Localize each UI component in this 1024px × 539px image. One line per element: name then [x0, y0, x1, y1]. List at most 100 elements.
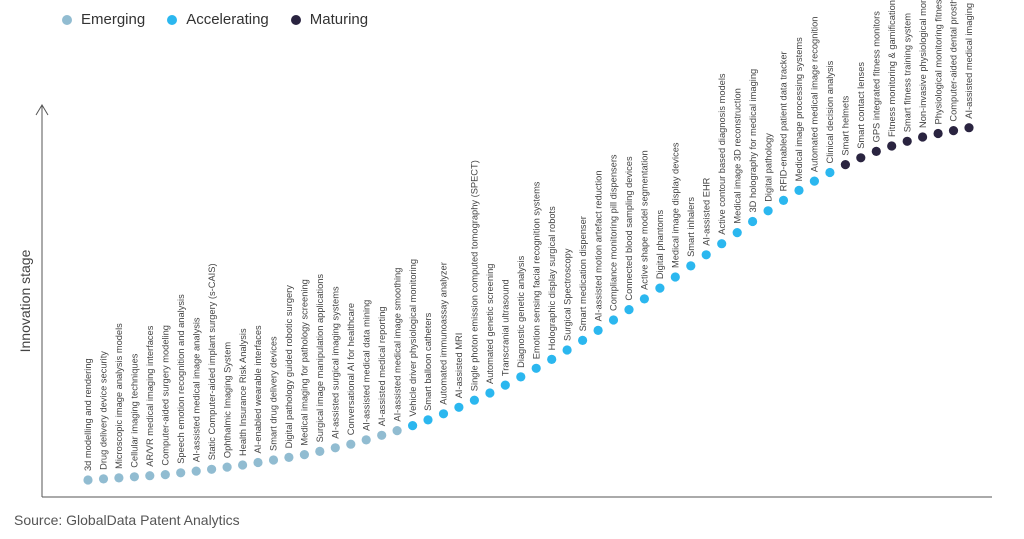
data-point	[701, 250, 711, 260]
legend-dot-accelerating	[167, 14, 178, 25]
data-point-label: AI-assisted medical image analysis	[191, 317, 201, 462]
legend-label-accelerating: Accelerating	[186, 11, 269, 28]
data-point-label: Surgical Spectroscopy	[562, 248, 572, 341]
data-point	[809, 176, 820, 186]
data-point-label: Static Computer-aided implant surgery (s…	[207, 263, 217, 460]
data-point	[686, 261, 696, 271]
data-point-label: Single photon emission computed tomograp…	[470, 160, 480, 391]
data-point	[948, 126, 959, 136]
data-point-label: Cellular imaging techniques	[130, 353, 140, 468]
data-point	[284, 452, 294, 462]
data-point	[578, 335, 588, 345]
data-point-label: Smart medication dispenser	[578, 216, 588, 331]
data-point	[361, 435, 371, 445]
data-point-label: Surgical image manipulation applications	[315, 274, 325, 443]
data-point	[238, 460, 248, 470]
data-point	[392, 426, 402, 436]
data-point	[469, 395, 479, 405]
data-point	[98, 474, 109, 484]
data-point	[918, 132, 928, 142]
data-point-label: Smart helmets	[841, 95, 851, 155]
data-point	[222, 462, 232, 472]
chart-marks: 3d modelling and rendering Drug delivery …	[83, 0, 974, 485]
y-axis-arrow-icon	[35, 104, 49, 116]
data-point	[299, 450, 309, 460]
data-point-label: Speech emotion recognition and analysis	[176, 294, 186, 464]
data-point	[330, 443, 340, 453]
data-point	[114, 473, 124, 483]
legend-label-maturing: Maturing	[309, 11, 369, 28]
data-point	[83, 475, 93, 485]
data-point	[856, 153, 866, 163]
source-note: Source: GlobalData Patent Analytics	[14, 512, 240, 528]
data-point-label: 3D holography for medical imaging	[748, 69, 758, 213]
data-point-label: Clinical decision analysis	[825, 60, 835, 163]
data-point-label: Digital pathology guided robotic surgery	[284, 285, 294, 449]
data-point	[531, 363, 541, 373]
data-point	[438, 409, 449, 419]
legend-item-emerging: Emerging	[62, 11, 145, 28]
data-point	[655, 283, 665, 293]
data-point	[129, 472, 139, 482]
data-point-label: 3d modelling and rendering	[83, 358, 93, 471]
data-point	[840, 160, 851, 170]
data-point-label: AI-assisted MRI	[454, 333, 464, 399]
data-point-label: Conversational AI for healthcare	[346, 303, 356, 435]
data-point-label: Automated genetic screening	[485, 264, 495, 384]
data-point	[485, 388, 495, 398]
data-point	[593, 325, 603, 335]
data-point	[639, 294, 650, 304]
data-point-label: Emotion sensing facial recognition syste…	[531, 181, 541, 359]
legend-item-maturing: Maturing	[290, 11, 369, 28]
data-point-label: Vehicle driver physiological monitoring	[408, 259, 418, 417]
data-point	[454, 402, 464, 412]
data-point	[794, 185, 804, 195]
data-point-label: Active contour based diagnosis models	[717, 73, 727, 235]
data-point	[253, 457, 263, 468]
data-point-label: Connected blood sampling devices	[624, 156, 634, 301]
data-point	[346, 439, 356, 449]
data-point	[748, 216, 758, 227]
data-point-label: AI-assisted medical image smoothing	[392, 268, 402, 422]
data-point-label: GPS integrated fitness monitors	[872, 11, 882, 143]
data-point	[763, 206, 773, 216]
data-point	[176, 468, 186, 478]
legend-item-accelerating: Accelerating	[167, 11, 269, 28]
data-point-label: AI-assisted EHR	[701, 177, 711, 245]
data-point-label: Non-invasive physiological monitoring	[918, 0, 928, 128]
data-point	[624, 305, 634, 315]
legend-dot-maturing	[290, 14, 301, 25]
legend-dot-emerging	[62, 14, 72, 25]
data-point-label: AI-assisted motion artefact reduction	[593, 171, 603, 322]
data-point	[717, 239, 727, 249]
data-point-label: Transcranial ultrasound	[501, 279, 511, 376]
data-point-label: Computer-aided surgery modeling	[161, 325, 171, 466]
data-point-label: AI-enabled wearable interfaces	[253, 325, 263, 454]
data-point-label: Holographic display surgical robots	[547, 206, 557, 351]
data-point	[608, 315, 619, 325]
data-point	[887, 141, 897, 151]
data-point	[268, 455, 279, 465]
data-point-label: Automated immunoassay analyzer	[439, 262, 449, 405]
data-point	[207, 464, 217, 474]
data-point-label: Smart drug delivery devices	[269, 336, 279, 451]
data-point	[670, 272, 680, 282]
data-point-label: Active shape model segmentation	[640, 150, 650, 290]
data-point	[933, 128, 943, 139]
data-point-label: Smart fitness training system	[902, 13, 912, 133]
data-point-label: Automated medical image recognition	[810, 17, 820, 173]
data-point	[732, 228, 742, 238]
data-point-label: Medical image processing systems	[794, 37, 804, 182]
data-point-label: Physiological monitoring fitness equipme…	[933, 0, 943, 125]
data-point-label: AI-assisted surgical imaging systems	[331, 286, 341, 439]
data-point-label: Smart contact lenses	[856, 62, 866, 149]
data-point-label: Medical image 3D reconstruction	[732, 88, 742, 223]
data-point	[423, 415, 433, 425]
data-point	[191, 466, 201, 476]
innovation-stage-chart: Innovation stage 3d modelling and render…	[17, 0, 992, 498]
data-point-label: Medical image display devices	[671, 142, 681, 268]
data-point	[377, 430, 387, 440]
data-point-label: Fitness monitoring & gamification	[887, 0, 897, 137]
legend-label-emerging: Emerging	[81, 11, 146, 28]
data-point	[964, 123, 974, 133]
